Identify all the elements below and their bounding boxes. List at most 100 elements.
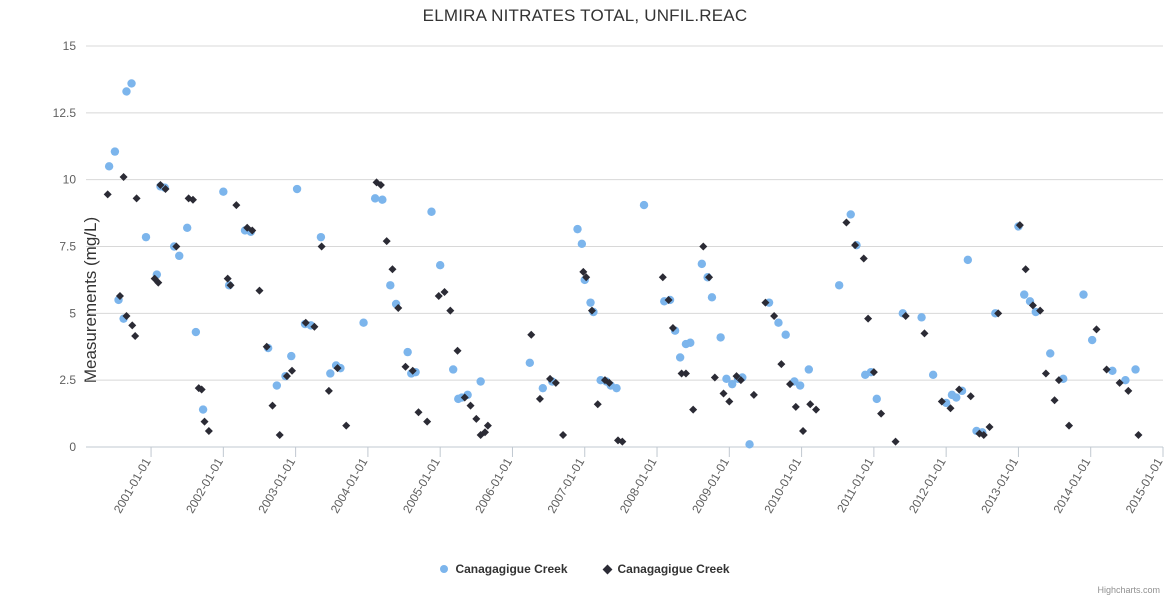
data-point[interactable] bbox=[204, 426, 213, 435]
data-point[interactable] bbox=[1041, 369, 1050, 378]
data-point[interactable] bbox=[605, 378, 614, 387]
data-point[interactable] bbox=[732, 372, 741, 381]
data-point[interactable] bbox=[141, 232, 151, 242]
data-point[interactable] bbox=[182, 223, 192, 232]
data-point[interactable] bbox=[761, 298, 770, 307]
data-point[interactable] bbox=[453, 346, 462, 355]
data-point[interactable] bbox=[668, 324, 677, 333]
data-point[interactable] bbox=[869, 368, 878, 377]
data-point[interactable] bbox=[946, 404, 955, 413]
data-point[interactable] bbox=[191, 327, 201, 337]
data-point[interactable] bbox=[1108, 366, 1117, 376]
data-point[interactable] bbox=[1131, 365, 1140, 374]
data-point[interactable] bbox=[716, 333, 725, 342]
data-point[interactable] bbox=[401, 362, 410, 371]
data-point[interactable] bbox=[156, 181, 165, 190]
data-point[interactable] bbox=[1124, 386, 1133, 395]
data-point[interactable] bbox=[382, 237, 391, 246]
data-point[interactable] bbox=[593, 400, 602, 409]
data-point[interactable] bbox=[1134, 430, 1143, 439]
data-point[interactable] bbox=[394, 303, 403, 312]
data-point[interactable] bbox=[1054, 376, 1063, 385]
data-point[interactable] bbox=[115, 291, 124, 300]
data-point[interactable] bbox=[127, 79, 136, 88]
data-point[interactable] bbox=[891, 437, 900, 446]
data-point[interactable] bbox=[131, 332, 140, 341]
data-point[interactable] bbox=[677, 369, 686, 378]
data-point[interactable] bbox=[770, 312, 779, 321]
data-point[interactable] bbox=[435, 261, 445, 270]
data-point[interactable] bbox=[710, 373, 719, 382]
data-point[interactable] bbox=[834, 281, 844, 290]
series-2-points[interactable] bbox=[103, 172, 1143, 446]
data-point[interactable] bbox=[175, 251, 184, 261]
data-point[interactable] bbox=[966, 392, 975, 401]
data-point[interactable] bbox=[248, 226, 257, 235]
data-point[interactable] bbox=[448, 365, 458, 374]
data-point[interactable] bbox=[994, 309, 1003, 318]
data-point[interactable] bbox=[985, 422, 994, 431]
data-point[interactable] bbox=[288, 366, 297, 375]
data-point[interactable] bbox=[612, 383, 621, 393]
data-point[interactable] bbox=[725, 397, 734, 406]
data-point[interactable] bbox=[333, 364, 342, 373]
data-point[interactable] bbox=[1115, 378, 1124, 387]
data-point[interactable] bbox=[161, 185, 170, 194]
data-point[interactable] bbox=[427, 207, 436, 216]
data-point[interactable] bbox=[1015, 221, 1024, 230]
data-point[interactable] bbox=[317, 242, 326, 251]
data-point[interactable] bbox=[842, 218, 851, 227]
data-point[interactable] bbox=[1028, 301, 1037, 310]
data-point[interactable] bbox=[460, 393, 469, 402]
data-point[interactable] bbox=[103, 190, 112, 199]
data-point[interactable] bbox=[777, 360, 786, 369]
data-point[interactable] bbox=[226, 281, 235, 290]
data-point[interactable] bbox=[122, 87, 131, 96]
data-point[interactable] bbox=[324, 386, 333, 395]
data-point[interactable] bbox=[483, 421, 492, 430]
data-point[interactable] bbox=[403, 347, 412, 357]
data-point[interactable] bbox=[154, 278, 163, 287]
data-point[interactable] bbox=[618, 437, 627, 446]
data-point[interactable] bbox=[386, 281, 395, 290]
data-point[interactable] bbox=[376, 181, 385, 190]
data-point[interactable] bbox=[122, 312, 131, 321]
data-point[interactable] bbox=[928, 370, 938, 380]
data-point[interactable] bbox=[582, 273, 591, 282]
data-point[interactable] bbox=[1036, 306, 1045, 315]
data-point[interactable] bbox=[262, 342, 271, 351]
data-point[interactable] bbox=[538, 383, 548, 393]
data-point[interactable] bbox=[728, 379, 737, 389]
data-point[interactable] bbox=[440, 287, 449, 296]
data-point[interactable] bbox=[466, 401, 475, 410]
data-point[interactable] bbox=[316, 232, 326, 242]
data-point[interactable] bbox=[275, 430, 284, 439]
data-point[interactable] bbox=[639, 200, 649, 210]
data-point[interactable] bbox=[901, 312, 910, 321]
data-point[interactable] bbox=[577, 239, 587, 249]
data-point[interactable] bbox=[675, 353, 685, 362]
data-point[interactable] bbox=[272, 381, 282, 390]
data-point[interactable] bbox=[658, 273, 667, 282]
data-point[interactable] bbox=[219, 187, 228, 196]
data-point[interactable] bbox=[132, 194, 141, 203]
data-point[interactable] bbox=[963, 255, 973, 265]
data-point[interactable] bbox=[920, 329, 929, 338]
highcharts-credits[interactable]: Highcharts.com bbox=[1097, 585, 1160, 595]
legend-item-2[interactable]: Canagagigue Creek bbox=[602, 562, 730, 576]
data-point[interactable] bbox=[774, 318, 783, 327]
data-point[interactable] bbox=[378, 195, 387, 204]
data-point[interactable] bbox=[1050, 396, 1059, 405]
data-point[interactable] bbox=[287, 351, 296, 361]
data-point[interactable] bbox=[1021, 265, 1030, 274]
data-point[interactable] bbox=[434, 291, 443, 300]
data-point[interactable] bbox=[681, 369, 690, 378]
data-point[interactable] bbox=[806, 400, 815, 409]
data-point[interactable] bbox=[786, 380, 795, 389]
data-point[interactable] bbox=[1092, 325, 1101, 334]
data-point[interactable] bbox=[791, 402, 800, 411]
data-point[interactable] bbox=[573, 224, 582, 234]
data-point[interactable] bbox=[736, 376, 745, 385]
data-point[interactable] bbox=[864, 314, 873, 323]
chart-legend[interactable]: Canagagigue Creek Canagagigue Creek bbox=[0, 562, 1170, 576]
